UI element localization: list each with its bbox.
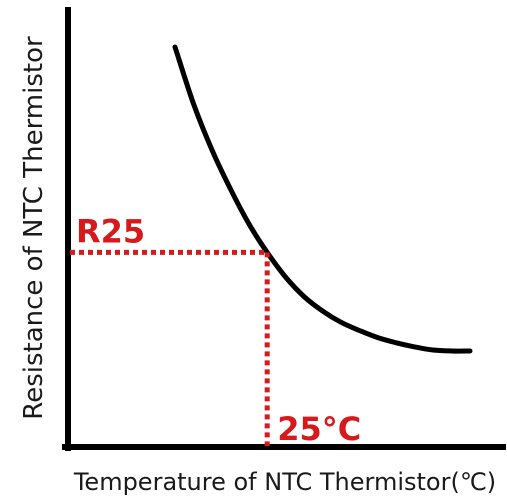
marker-group: R25 25°C [70, 212, 361, 448]
temp25-label: 25°C [277, 410, 361, 448]
r25-label: R25 [76, 212, 145, 250]
y-axis-title: Resistance of NTC Thermistor [19, 36, 49, 420]
series-line [172, 44, 473, 354]
x-axis-title: Temperature of NTC Thermistor(℃) [73, 468, 496, 496]
